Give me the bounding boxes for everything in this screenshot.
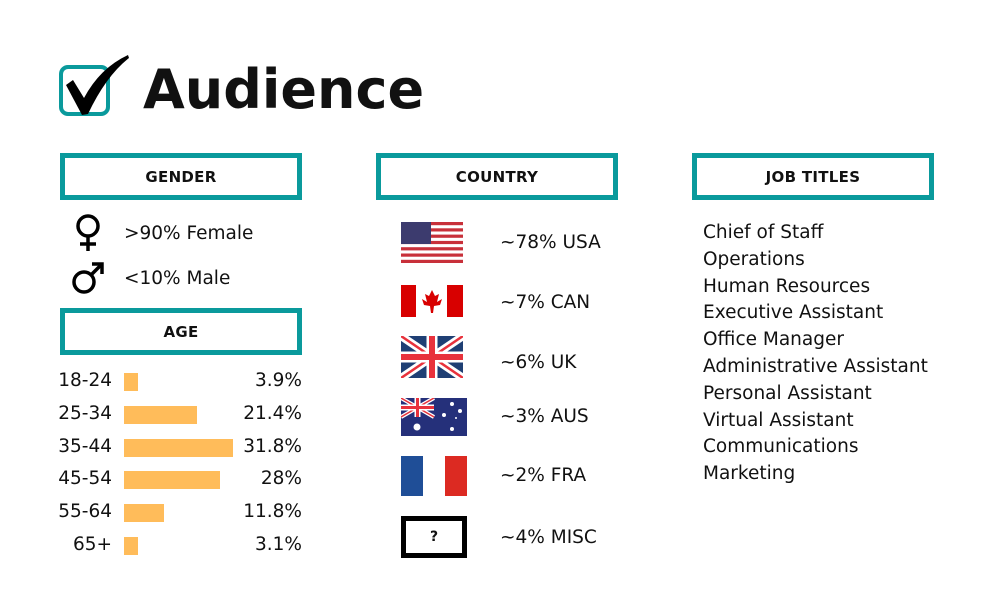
country-uk-label: ~6% UK — [500, 352, 577, 373]
country-can-label: ~7% CAN — [500, 292, 591, 313]
job-title-item: Human Resources — [703, 275, 871, 297]
age-value-label: 11.8% — [243, 501, 302, 523]
job-title-item: Administrative Assistant — [703, 355, 928, 377]
age-category-label: 65+ — [72, 534, 112, 555]
country-usa-label: ~78% USA — [500, 232, 601, 253]
job-titles-header: JOB TITLES — [692, 153, 934, 200]
age-category-label: 18-24 — [58, 370, 112, 391]
age-category-label: 55-64 — [58, 501, 112, 523]
age-bar — [124, 471, 220, 490]
age-value-label: 28% — [260, 468, 302, 490]
male-sign-icon — [72, 262, 104, 294]
job-title-item: Office Manager — [703, 329, 844, 351]
usa-flag-icon — [401, 222, 463, 263]
country-misc-label: ~4% MISC — [500, 527, 597, 548]
australia-flag-icon — [401, 398, 467, 436]
page-title: Audience — [143, 58, 425, 121]
job-title-item: Operations — [703, 248, 805, 270]
country-header: COUNTRY — [376, 153, 618, 200]
canada-flag-icon — [401, 285, 463, 317]
country-aus-label: ~3% AUS — [500, 406, 589, 427]
job-title-item: Executive Assistant — [703, 302, 884, 324]
age-value-label: 3.9% — [255, 370, 302, 391]
age-category-label: 45-54 — [58, 468, 112, 490]
age-bar — [124, 504, 165, 523]
job-title-item: Chief of Staff — [703, 222, 824, 243]
uk-flag-icon — [401, 336, 463, 378]
gender-male-label: <10% Male — [124, 268, 231, 289]
question-box-icon: ? — [401, 516, 467, 558]
age-header: AGE — [60, 308, 302, 355]
age-bar — [124, 438, 233, 457]
job-title-item: Marketing — [703, 463, 796, 485]
age-value-label: 3.1% — [255, 534, 302, 555]
age-bar — [124, 373, 138, 391]
job-title-item: Virtual Assistant — [703, 409, 854, 431]
country-fra-label: ~2% FRA — [500, 465, 587, 486]
checkbox-check-icon — [59, 55, 129, 116]
gender-header: GENDER — [60, 153, 302, 200]
age-category-label: 25-34 — [58, 402, 112, 424]
age-value-label: 31.8% — [243, 435, 302, 457]
age-bar — [124, 537, 138, 555]
gender-female-label: >90% Female — [124, 223, 254, 244]
job-titles-list: Chief of Staff Operations Human Resource… — [703, 220, 928, 488]
job-title-item: Communications — [703, 436, 859, 458]
job-title-item: Personal Assistant — [703, 382, 872, 404]
female-sign-icon — [76, 214, 100, 251]
age-value-label: 21.4% — [243, 402, 302, 424]
age-bar — [124, 405, 198, 424]
age-category-label: 35-44 — [58, 435, 112, 457]
france-flag-icon — [401, 456, 467, 496]
